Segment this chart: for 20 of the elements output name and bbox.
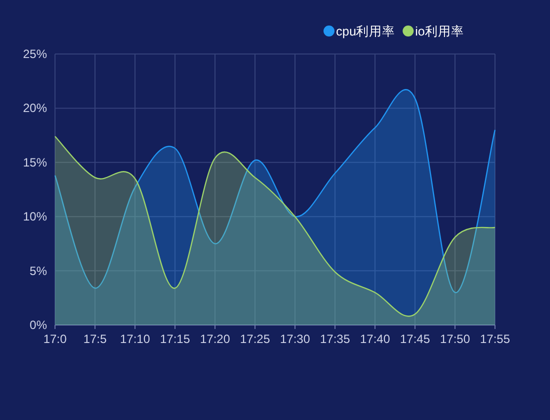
- x-tick-label: 17:0: [43, 332, 67, 346]
- x-tick-label: 17:45: [400, 332, 430, 346]
- x-tick-label: 17:40: [360, 332, 390, 346]
- y-tick-label: 5%: [30, 264, 48, 278]
- legend-label: cpu利用率: [336, 24, 396, 38]
- x-tick-label: 17:35: [320, 332, 350, 346]
- x-tick-label: 17:50: [440, 332, 470, 346]
- x-tick-label: 17:20: [200, 332, 230, 346]
- y-tick-label: 0%: [30, 318, 48, 332]
- x-tick-label: 17:30: [280, 332, 310, 346]
- y-tick-label: 20%: [22, 101, 48, 116]
- x-tick-label: 17:10: [120, 332, 150, 346]
- legend-label: io利用率: [415, 24, 464, 38]
- y-tick-label: 15%: [22, 155, 48, 170]
- x-tick-label: 17:25: [240, 332, 270, 346]
- x-tick-label: 17:5: [83, 332, 107, 346]
- y-tick-label: 10%: [22, 210, 48, 224]
- x-tick-label: 17:15: [160, 332, 190, 346]
- x-tick-label: 17:55: [480, 332, 510, 346]
- y-tick-label: 25%: [22, 47, 48, 61]
